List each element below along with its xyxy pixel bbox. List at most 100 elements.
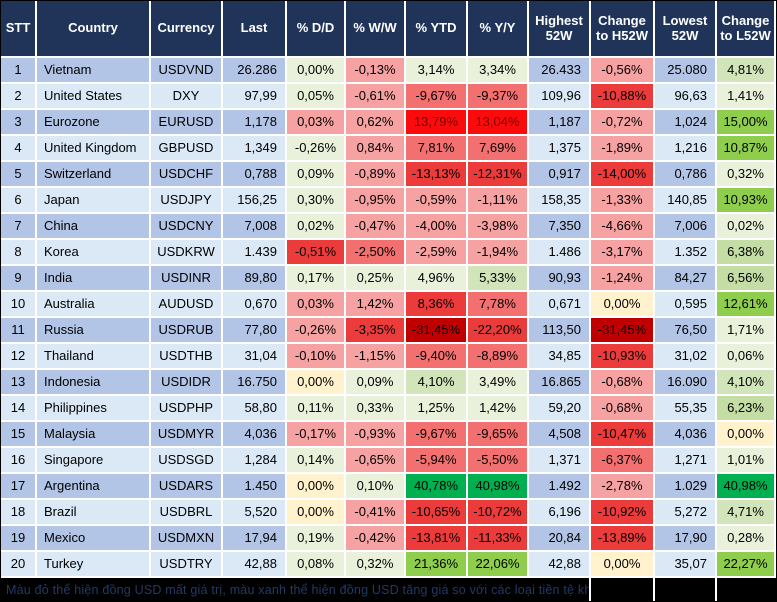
cell-dd: 0,17%: [287, 266, 346, 292]
cell-stt: 12: [1, 344, 37, 370]
cell-stt: 6: [1, 188, 37, 214]
cell-chg-h: -2,78%: [591, 474, 655, 500]
footer-spacer-cell: [591, 578, 655, 601]
cell-dd: -0,26%: [287, 318, 346, 344]
cell-stt: 14: [1, 396, 37, 422]
table-row: 4 United Kingdom GBPUSD 1,349 -0,26% 0,84% 7,8…: [1, 136, 776, 162]
cell-currency: DXY: [151, 84, 223, 110]
cell-chg-h: 0,00%: [591, 292, 655, 318]
table-row: 18 Brazil USDBRL 5,520 0,00% -0,41% -10,65% -10…: [1, 500, 776, 526]
table-row: 10 Australia AUDUSD 0,670 0,03% 1,42% 8,36% 7,7…: [1, 292, 776, 318]
cell-high: 20,84: [529, 526, 591, 552]
cell-yy: -5,50%: [468, 448, 529, 474]
cell-high: 0,671: [529, 292, 591, 318]
cell-chg-h: -1,24%: [591, 266, 655, 292]
cell-chg-h: -1,33%: [591, 188, 655, 214]
cell-dd: 0,05%: [287, 84, 346, 110]
cell-country: Argentina: [37, 474, 151, 500]
cell-yy: 5,33%: [468, 266, 529, 292]
cell-ytd: 40,78%: [406, 474, 468, 500]
cell-country: Indonesia: [37, 370, 151, 396]
cell-currency: USDJPY: [151, 188, 223, 214]
table-row: 7 China USDCNY 7,008 0,02% -0,47% -4,00% -3,98%…: [1, 214, 776, 240]
footer-spacer-cell: [655, 578, 717, 601]
cell-stt: 18: [1, 500, 37, 526]
cell-dd: 0,03%: [287, 110, 346, 136]
table-row: 19 Mexico USDMXN 17,94 0,19% -0,42% -13,81% -11…: [1, 526, 776, 552]
table-body: 1 Vietnam USDVND 26.286 0,00% -0,13% 3,14% 3,34…: [1, 58, 776, 578]
cell-ww: -0,47%: [346, 214, 406, 240]
cell-dd: 0,00%: [287, 474, 346, 500]
cell-low: 84,27: [655, 266, 717, 292]
cell-stt: 9: [1, 266, 37, 292]
table-header: STT Country Currency Last% D/D% W/W% YTD% Y…: [1, 1, 776, 58]
cell-yy: -11,33%: [468, 526, 529, 552]
cell-chg-l: 4,10%: [717, 370, 776, 396]
cell-last: 97,99: [223, 84, 287, 110]
cell-yy: -1,11%: [468, 188, 529, 214]
cell-ytd: 13,79%: [406, 110, 468, 136]
cell-ytd: -10,65%: [406, 500, 468, 526]
cell-ww: 0,33%: [346, 396, 406, 422]
cell-yy: -1,94%: [468, 240, 529, 266]
cell-ww: 0,84%: [346, 136, 406, 162]
cell-country: Japan: [37, 188, 151, 214]
cell-low: 1,024: [655, 110, 717, 136]
cell-ww: 0,09%: [346, 370, 406, 396]
cell-low: 1.029: [655, 474, 717, 500]
cell-last: 0,670: [223, 292, 287, 318]
cell-high: 113,50: [529, 318, 591, 344]
cell-ytd: -13,81%: [406, 526, 468, 552]
cell-dd: 0,09%: [287, 162, 346, 188]
cell-last: 1,178: [223, 110, 287, 136]
cell-chg-l: 6,56%: [717, 266, 776, 292]
cell-dd: 0,08%: [287, 552, 346, 578]
cell-stt: 8: [1, 240, 37, 266]
cell-chg-h: 0,00%: [591, 552, 655, 578]
cell-dd: 0,00%: [287, 370, 346, 396]
cell-country: Korea: [37, 240, 151, 266]
footer-spacer-cell: [717, 578, 776, 601]
cell-stt: 2: [1, 84, 37, 110]
cell-currency: USDRUB: [151, 318, 223, 344]
cell-ytd: 4,96%: [406, 266, 468, 292]
cell-chg-l: 0,06%: [717, 344, 776, 370]
table-row: 17 Argentina USDARS 1.450 0,00% 0,10% 40,78% 40…: [1, 474, 776, 500]
cell-chg-h: -6,37%: [591, 448, 655, 474]
cell-dd: -0,26%: [287, 136, 346, 162]
table-row: 6 Japan USDJPY 156,25 0,30% -0,95% -0,59% -1,11…: [1, 188, 776, 214]
cell-ytd: -9,40%: [406, 344, 468, 370]
cell-high: 16.865: [529, 370, 591, 396]
cell-yy: -12,31%: [468, 162, 529, 188]
cell-last: 0,788: [223, 162, 287, 188]
cell-currency: USDTHB: [151, 344, 223, 370]
cell-chg-l: 10,87%: [717, 136, 776, 162]
cell-chg-l: 1,01%: [717, 448, 776, 474]
cell-last: 16.750: [223, 370, 287, 396]
cell-ww: 0,25%: [346, 266, 406, 292]
cell-stt: 19: [1, 526, 37, 552]
cell-ww: 0,62%: [346, 110, 406, 136]
cell-chg-l: 12,61%: [717, 292, 776, 318]
cell-high: 1.486: [529, 240, 591, 266]
cell-yy: -10,72%: [468, 500, 529, 526]
cell-currency: USDVND: [151, 58, 223, 84]
cell-chg-h: -31,45%: [591, 318, 655, 344]
cell-currency: USDSGD: [151, 448, 223, 474]
col-header--d-d: % D/D: [287, 1, 346, 58]
cell-currency: USDTRY: [151, 552, 223, 578]
cell-currency: USDPHP: [151, 396, 223, 422]
cell-chg-l: 4,71%: [717, 500, 776, 526]
cell-dd: 0,11%: [287, 396, 346, 422]
cell-low: 1,271: [655, 448, 717, 474]
cell-high: 6,196: [529, 500, 591, 526]
cell-yy: 3,34%: [468, 58, 529, 84]
cell-stt: 16: [1, 448, 37, 474]
cell-dd: -0,10%: [287, 344, 346, 370]
cell-dd: 0,02%: [287, 214, 346, 240]
cell-chg-l: 6,38%: [717, 240, 776, 266]
cell-country: Russia: [37, 318, 151, 344]
cell-last: 1.439: [223, 240, 287, 266]
cell-yy: 7,69%: [468, 136, 529, 162]
cell-chg-h: -0,68%: [591, 396, 655, 422]
